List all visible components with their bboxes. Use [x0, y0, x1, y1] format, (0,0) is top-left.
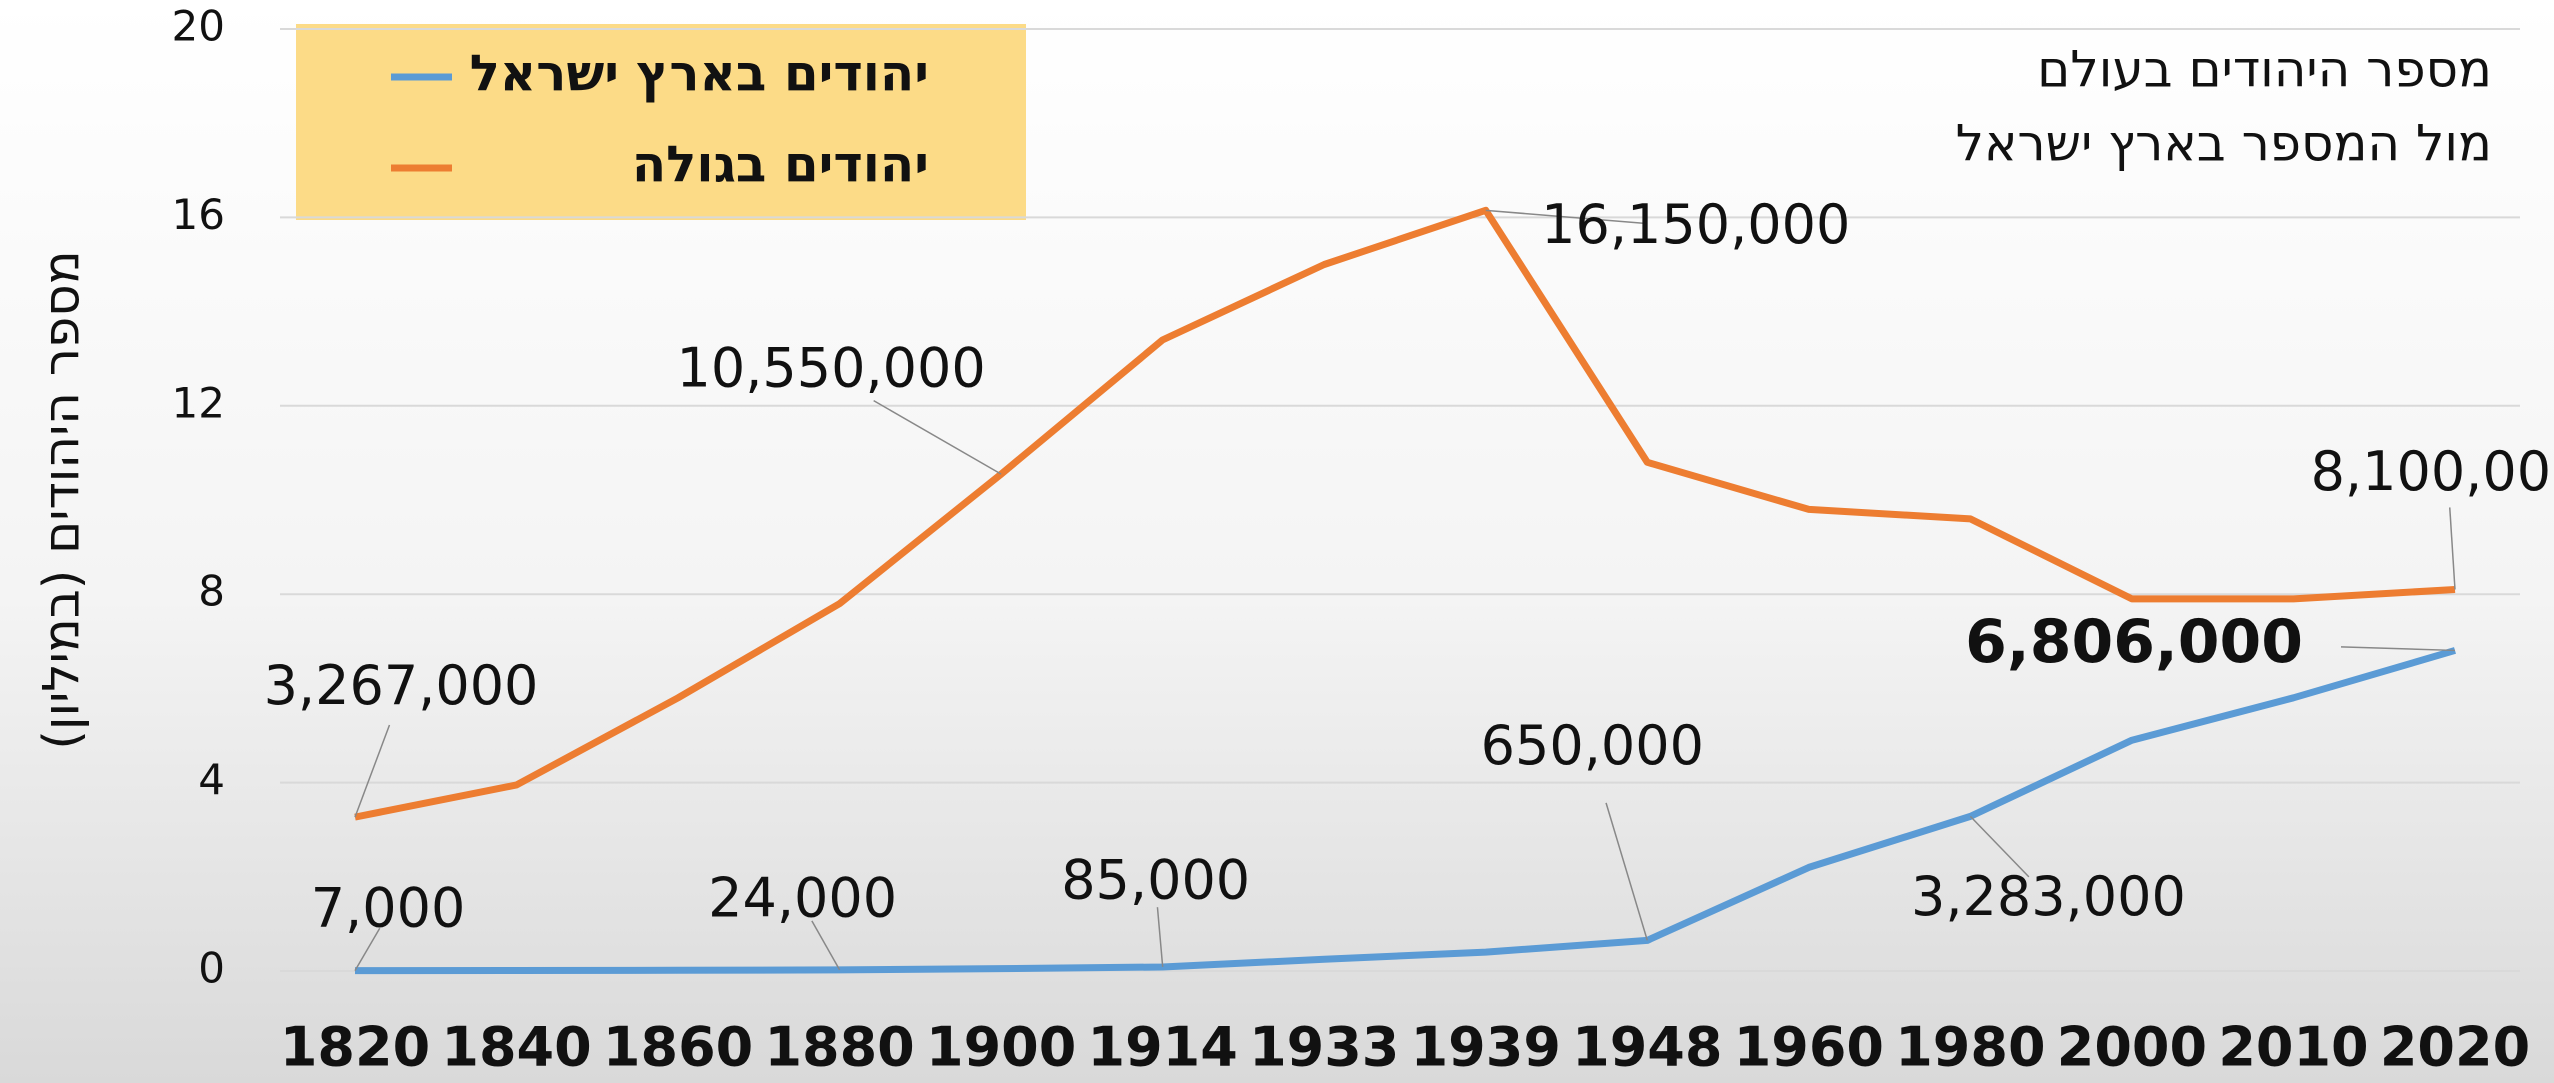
data-label: 7,000	[311, 876, 466, 939]
data-label: 10,550,000	[677, 337, 986, 400]
leader-line	[354, 724, 391, 818]
data-label: 85,000	[1061, 849, 1250, 912]
x-tick-label: 1948	[1572, 1016, 1722, 1079]
data-label: 650,000	[1481, 714, 1704, 777]
leader-line	[2340, 646, 2456, 652]
leader-line	[811, 920, 841, 971]
legend-label: יהודים בארץ ישראל	[470, 45, 929, 103]
data-label: 24,000	[708, 867, 897, 930]
x-tick-label: 2010	[2218, 1016, 2368, 1079]
x-tick-label: 1820	[280, 1016, 430, 1079]
x-tick-label: 1914	[1088, 1016, 1238, 1079]
x-tick-label: 1840	[441, 1016, 591, 1079]
data-label: 3,283,000	[1911, 865, 2186, 928]
leader-line	[1969, 815, 2030, 878]
leader-line	[1605, 802, 1649, 941]
y-tick-label: 8	[198, 567, 225, 616]
leader-line	[1156, 907, 1164, 968]
x-tick-label: 1960	[1734, 1016, 1884, 1079]
x-tick-label: 1900	[926, 1016, 1076, 1079]
x-tick-label: 1880	[764, 1016, 914, 1079]
x-tick-label: 1860	[603, 1016, 753, 1079]
leader-line	[1485, 209, 1644, 225]
chart-title: מול המספר בארץ ישראל	[1956, 115, 2492, 173]
data-label: 8,100,000	[2311, 440, 2554, 503]
data-label: 3,267,000	[264, 654, 539, 717]
series-line	[354, 206, 2456, 821]
legend-box	[296, 24, 1026, 220]
x-tick-label: 1980	[1895, 1016, 2045, 1079]
y-axis-label: מספר היהודים (במיליון)	[33, 250, 91, 749]
x-tick-label: 2020	[2380, 1016, 2530, 1079]
x-tick-label: 1933	[1249, 1016, 1399, 1079]
chart-title: מספר היהודים בעולם	[2037, 41, 2492, 99]
series-line	[354, 647, 2456, 975]
leader-line	[2449, 507, 2456, 590]
leader-line	[354, 927, 381, 972]
y-tick-label: 12	[172, 378, 225, 427]
y-tick-label: 0	[198, 944, 225, 993]
legend-label: יהודים בגולה	[632, 136, 929, 194]
x-tick-label: 1939	[1411, 1016, 1561, 1079]
y-tick-label: 20	[172, 2, 225, 51]
x-tick-label: 2000	[2057, 1016, 2207, 1079]
data-label: 6,806,000	[1965, 607, 2303, 677]
y-tick-label: 4	[198, 755, 225, 804]
y-tick-label: 16	[172, 190, 225, 239]
leader-line	[873, 400, 1002, 475]
data-label: 16,150,000	[1541, 193, 1850, 256]
